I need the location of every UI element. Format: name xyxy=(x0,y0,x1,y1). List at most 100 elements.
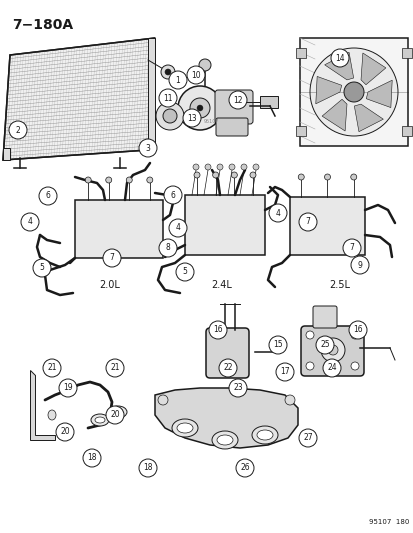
Circle shape xyxy=(298,429,316,447)
Circle shape xyxy=(330,49,348,67)
Circle shape xyxy=(216,164,223,170)
Text: 6: 6 xyxy=(170,190,175,199)
FancyBboxPatch shape xyxy=(312,306,336,328)
Polygon shape xyxy=(154,388,297,448)
Circle shape xyxy=(9,121,27,139)
Text: 12: 12 xyxy=(233,95,242,104)
Text: 20: 20 xyxy=(110,410,119,419)
Text: 15: 15 xyxy=(273,341,282,350)
Circle shape xyxy=(56,423,74,441)
Text: 4: 4 xyxy=(28,217,32,227)
Circle shape xyxy=(298,213,316,231)
Circle shape xyxy=(305,362,313,370)
Polygon shape xyxy=(315,76,341,104)
Text: 16: 16 xyxy=(213,326,222,335)
Ellipse shape xyxy=(109,406,127,418)
Text: 2.5L: 2.5L xyxy=(329,280,350,290)
Text: 95107: 95107 xyxy=(204,119,219,124)
Polygon shape xyxy=(324,52,353,80)
FancyBboxPatch shape xyxy=(206,328,248,378)
Text: 4: 4 xyxy=(175,223,180,232)
Circle shape xyxy=(240,164,247,170)
Ellipse shape xyxy=(95,417,105,423)
Circle shape xyxy=(159,239,177,257)
Text: 95107  180: 95107 180 xyxy=(368,519,408,525)
Circle shape xyxy=(169,71,187,89)
Text: 24: 24 xyxy=(326,364,336,373)
Circle shape xyxy=(322,359,340,377)
Circle shape xyxy=(105,177,112,183)
Circle shape xyxy=(21,213,39,231)
Circle shape xyxy=(284,395,294,405)
Circle shape xyxy=(268,204,286,222)
Ellipse shape xyxy=(256,430,272,440)
Circle shape xyxy=(39,187,57,205)
Text: 5: 5 xyxy=(182,268,187,277)
Ellipse shape xyxy=(177,423,192,433)
Bar xyxy=(401,126,411,136)
Polygon shape xyxy=(147,38,154,150)
Circle shape xyxy=(324,174,330,180)
Text: 13: 13 xyxy=(187,114,196,123)
Circle shape xyxy=(190,98,209,118)
Polygon shape xyxy=(30,370,55,440)
Polygon shape xyxy=(3,38,154,160)
Circle shape xyxy=(197,105,202,111)
Circle shape xyxy=(106,359,124,377)
Circle shape xyxy=(228,379,247,397)
Text: 7: 7 xyxy=(109,254,114,262)
FancyBboxPatch shape xyxy=(300,326,363,376)
Circle shape xyxy=(33,259,51,277)
Circle shape xyxy=(309,48,397,136)
Circle shape xyxy=(204,164,211,170)
Circle shape xyxy=(43,359,61,377)
Circle shape xyxy=(156,102,183,130)
Circle shape xyxy=(249,172,255,178)
Ellipse shape xyxy=(211,431,237,449)
Bar xyxy=(295,48,305,58)
Polygon shape xyxy=(360,53,385,85)
Circle shape xyxy=(228,91,247,109)
Polygon shape xyxy=(321,99,346,131)
Circle shape xyxy=(85,177,91,183)
Bar xyxy=(295,126,305,136)
Circle shape xyxy=(159,89,177,107)
Circle shape xyxy=(139,139,157,157)
Circle shape xyxy=(176,263,194,281)
Circle shape xyxy=(147,177,152,183)
Bar xyxy=(299,38,407,146)
Text: 18: 18 xyxy=(143,464,152,472)
Circle shape xyxy=(268,336,286,354)
Circle shape xyxy=(158,395,168,405)
Text: 26: 26 xyxy=(240,464,249,472)
Bar xyxy=(75,200,163,258)
Text: 6: 6 xyxy=(45,191,50,200)
Bar xyxy=(289,197,364,255)
Text: 19: 19 xyxy=(63,384,73,392)
Text: 22: 22 xyxy=(223,364,232,373)
Circle shape xyxy=(350,362,358,370)
Text: 23: 23 xyxy=(233,384,242,392)
Circle shape xyxy=(161,65,175,79)
Ellipse shape xyxy=(216,435,233,445)
Circle shape xyxy=(342,239,360,257)
Text: 20: 20 xyxy=(60,427,70,437)
Circle shape xyxy=(83,449,101,467)
Ellipse shape xyxy=(91,414,109,426)
Circle shape xyxy=(192,164,199,170)
Text: 9: 9 xyxy=(357,261,361,270)
Circle shape xyxy=(327,345,337,355)
Text: 25: 25 xyxy=(319,341,329,350)
Text: 27: 27 xyxy=(302,433,312,442)
Circle shape xyxy=(139,459,157,477)
Circle shape xyxy=(348,321,366,339)
Circle shape xyxy=(164,186,182,204)
FancyBboxPatch shape xyxy=(216,118,247,136)
Circle shape xyxy=(343,82,363,102)
Polygon shape xyxy=(3,148,10,160)
Text: 8: 8 xyxy=(165,244,170,253)
Circle shape xyxy=(252,164,259,170)
Circle shape xyxy=(212,172,218,178)
Circle shape xyxy=(59,379,77,397)
Circle shape xyxy=(350,331,358,339)
